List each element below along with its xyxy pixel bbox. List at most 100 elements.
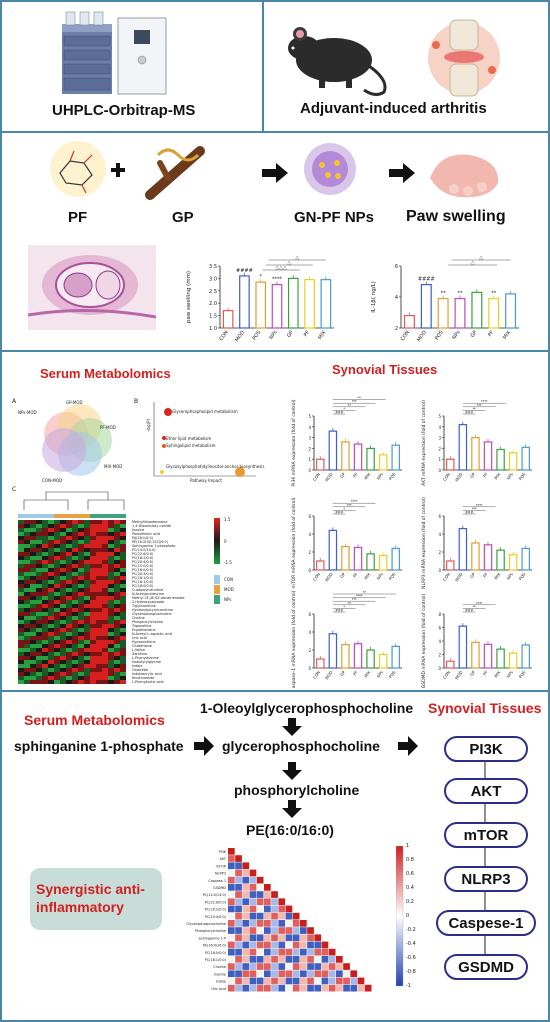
heatmap-cell <box>72 668 78 672</box>
heatmap-cell <box>84 668 90 672</box>
corr-cell <box>292 927 300 934</box>
heatmap-cell <box>72 624 78 628</box>
corr-row-label: AKT <box>220 857 227 861</box>
heatmap-cell <box>96 552 102 556</box>
heatmap-cell <box>30 576 36 580</box>
heatmap-cell <box>60 540 66 544</box>
heatmap-cell <box>96 620 102 624</box>
heatmap-cell <box>72 524 78 528</box>
heatmap-row-label: Tiglylcarnitine <box>132 604 156 608</box>
heatmap-cell <box>42 536 48 540</box>
heatmap-cell <box>30 664 36 668</box>
heatmap-row-labels: Methylthioadenosine 1,4-Dioxoindoly-nonid… <box>132 520 212 684</box>
corr-cell <box>357 984 365 992</box>
corr-row-label: Indole <box>216 980 226 984</box>
heatmap-cell <box>66 576 72 580</box>
heatmap-cell <box>18 640 24 644</box>
heatmap-cell <box>84 520 90 524</box>
heatmap-cell <box>72 628 78 632</box>
corr-cell <box>307 963 314 970</box>
heatmap-cell <box>54 644 60 648</box>
heatmap-cell <box>72 540 78 544</box>
heatmap-cell <box>24 556 30 560</box>
bar <box>521 446 530 471</box>
heatmap-cell <box>42 644 48 648</box>
heatmap-cell <box>72 548 78 552</box>
heatmap-cell <box>120 672 126 676</box>
heatmap-cell <box>84 624 90 628</box>
heatmap-cell <box>42 540 48 544</box>
corr-cell <box>350 977 358 985</box>
corr-cell <box>271 948 278 956</box>
heatmap-cell <box>60 620 66 624</box>
heatmap-cell <box>18 576 24 580</box>
heatmap-cell <box>42 676 48 680</box>
heatmap-row-label: Methylthioadenosine <box>132 520 168 524</box>
corr-row-label: PC(20:4/0:0) <box>205 915 227 919</box>
pathway-node-mtor: mTOR <box>444 822 528 848</box>
heatmap-cell <box>54 560 60 564</box>
heatmap-cell <box>78 620 84 624</box>
bar <box>271 283 283 329</box>
heatmap-cell <box>54 580 60 584</box>
heatmap-cell <box>24 588 30 592</box>
group-bar <box>54 514 60 518</box>
corr-cell <box>235 869 242 877</box>
heatmap-cell <box>108 592 114 596</box>
corr-scale-tick: 0.8 <box>406 857 414 863</box>
y-tick-label: 2 <box>395 326 398 332</box>
panel4-right-title: Synovial Tissues <box>428 700 542 716</box>
category-label: GP <box>339 471 347 479</box>
heatmap-cell <box>18 680 24 684</box>
heatmap-cell <box>102 580 108 584</box>
heatmap-cell <box>102 628 108 632</box>
heatmap-cell <box>24 676 30 680</box>
heatmap-cell <box>30 656 36 660</box>
corr-cell <box>350 984 358 992</box>
bar <box>304 279 315 329</box>
heatmap-cell <box>90 556 96 560</box>
group-bar <box>24 514 30 518</box>
category-label: MOD <box>234 330 246 343</box>
group-bar <box>84 514 90 518</box>
corr-cell <box>235 905 242 913</box>
corr-cell <box>228 862 235 870</box>
corr-cell <box>278 984 286 992</box>
heatmap-cell <box>66 656 72 660</box>
heatmap-cell <box>102 608 108 612</box>
corr-cell <box>292 963 300 970</box>
heatmap-cell <box>18 676 24 680</box>
heatmap-cell <box>60 572 66 576</box>
heatmap-cell <box>102 600 108 604</box>
heatmap-cell <box>120 568 126 572</box>
heatmap-cell <box>72 644 78 648</box>
heatmap-cell <box>18 520 24 524</box>
left-label: UHPLC-Orbitrap-MS <box>52 102 196 119</box>
corr-cell <box>307 956 314 963</box>
heatmap-color-scale <box>214 518 220 564</box>
corr-cell <box>292 970 300 978</box>
bar <box>255 281 267 329</box>
heatmap-cell <box>114 644 120 648</box>
heatmap-cell <box>30 580 36 584</box>
category-label: PF <box>487 330 495 338</box>
heatmap-cell <box>108 668 114 672</box>
heatmap-cell <box>48 556 54 560</box>
heatmap-cell <box>24 668 30 672</box>
corr-cell <box>271 963 278 970</box>
corr-cell <box>314 956 322 963</box>
heatmap-cell <box>42 616 48 620</box>
corr-cell <box>271 912 278 920</box>
heatmap-cell <box>60 624 66 628</box>
y-tick-label: 0 <box>438 666 441 671</box>
heatmap-cell <box>18 612 24 616</box>
heatmap-cell <box>18 584 24 588</box>
corr-cell <box>256 898 264 906</box>
corr-cell <box>249 956 257 963</box>
heatmap-tick-mid: 0 <box>224 539 227 544</box>
heatmap-cell <box>42 564 48 568</box>
heatmap-cell <box>48 632 54 636</box>
heatmap-cell <box>108 672 114 676</box>
pathway-node-caspase1: Caspese-1 <box>436 910 536 936</box>
